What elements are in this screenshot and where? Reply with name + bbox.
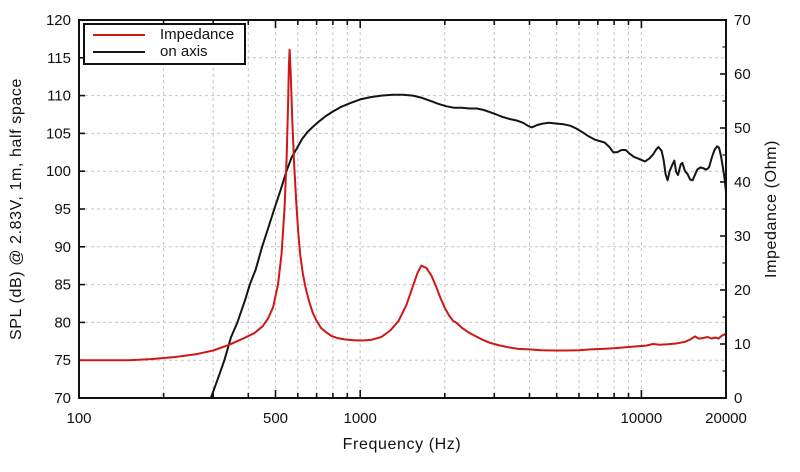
y-right-tick-label: 30 [734, 228, 751, 245]
y-axis-right-tick-labels: 0 10 20 30 40 50 60 70 [734, 12, 751, 407]
impedance-line-swatch [93, 34, 145, 36]
legend-entry-on-axis: on axis [93, 44, 234, 60]
y-left-tick-label: 120 [46, 12, 71, 29]
y-left-tick-label: 80 [54, 314, 71, 331]
x-axis-tick-labels: 100 500 1000 10000 20000 [66, 410, 746, 427]
legend-label-impedance: Impedance [160, 26, 235, 43]
y-right-tick-label: 50 [734, 120, 751, 137]
y-left-tick-label: 75 [54, 352, 71, 369]
x-axis-title: Frequency (Hz) [342, 436, 462, 453]
y-left-tick-label: 105 [46, 125, 71, 142]
legend: Impedance on axis [83, 23, 247, 65]
plot-frame [78, 19, 727, 399]
y-right-tick-label: 0 [734, 390, 742, 407]
y-left-tick-label: 115 [47, 50, 71, 67]
y-axis-title-right: Impedance (Ohm) [763, 140, 780, 278]
grid-vertical [163, 20, 642, 398]
x-tick-label: 20000 [705, 410, 747, 427]
y-left-tick-label: 90 [54, 239, 71, 256]
y-left-tick-label: 100 [46, 163, 71, 180]
on-axis-line-swatch [93, 51, 145, 53]
y-left-tick-label: 95 [54, 201, 71, 218]
y-axis-left-tick-labels: 70 75 80 85 90 95 100 105 110 115 120 [46, 12, 71, 407]
y-left-tick-label: 110 [47, 88, 71, 105]
y-left-tick-label: 85 [54, 277, 71, 294]
y-right-tick-label: 10 [734, 336, 751, 353]
on-axis-curve [209, 93, 726, 398]
impedance-curve [79, 48, 726, 362]
y-left-tick-label: 70 [54, 390, 71, 407]
x-tick-label: 100 [66, 410, 91, 427]
y-right-tick-label: 40 [734, 174, 751, 191]
y-right-tick-label: 60 [734, 66, 751, 83]
y-axis-title-left: SPL (dB) @ 2.83V, 1m, half space [8, 78, 25, 340]
x-tick-label: 1000 [344, 410, 377, 427]
x-tick-label: 10000 [621, 410, 663, 427]
legend-label-on-axis: on axis [160, 43, 208, 60]
x-axis-ticks [78, 20, 727, 398]
legend-entry-impedance: Impedance [93, 27, 234, 43]
y-right-tick-label: 20 [734, 282, 751, 299]
y-right-tick-label: 70 [734, 12, 751, 29]
x-tick-label: 500 [263, 410, 288, 427]
